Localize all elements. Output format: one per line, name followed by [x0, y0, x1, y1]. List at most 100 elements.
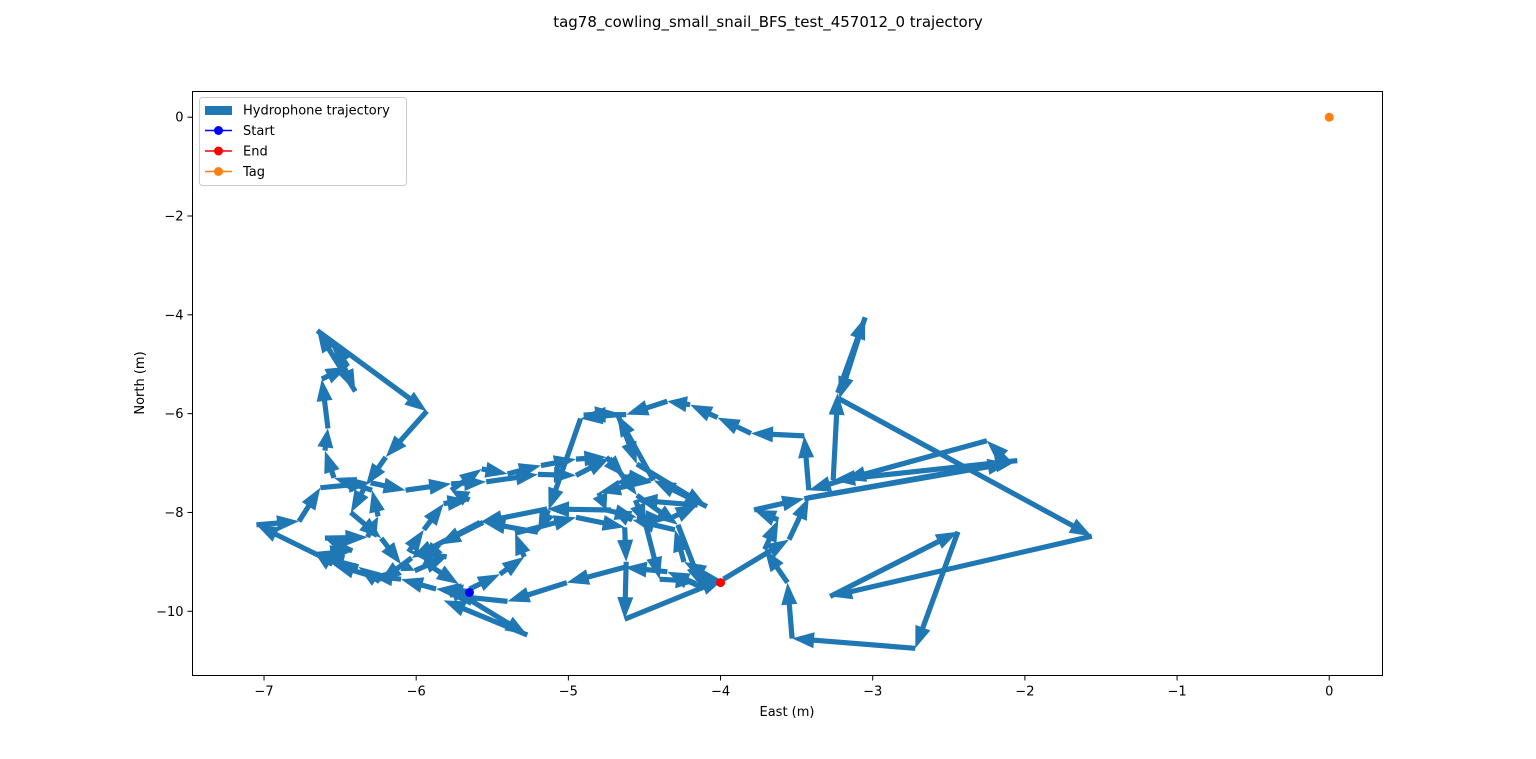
- trajectory-arrow: [370, 477, 406, 494]
- trajectory-arrow: [798, 435, 815, 491]
- x-tick-label: 0: [1325, 685, 1333, 700]
- legend-swatch-marker: [214, 167, 223, 176]
- trajectory-arrow: [515, 533, 531, 558]
- trajectory-arrow: [317, 330, 358, 393]
- trajectory-arrow: [401, 577, 437, 593]
- trajectory-arrow: [451, 490, 471, 506]
- trajectory-arrow: [753, 495, 805, 513]
- trajectory-arrow: [838, 316, 868, 399]
- trajectory-arrow: [828, 392, 845, 481]
- y-tick-label: −10: [156, 605, 183, 620]
- trajectory-arrow: [611, 510, 634, 526]
- trajectory-arrow: [632, 517, 676, 533]
- trajectory-arrow: [498, 556, 525, 577]
- trajectory-arrow: [667, 396, 691, 413]
- y-tick-label: −6: [164, 407, 183, 422]
- legend-frame: [199, 97, 407, 186]
- trajectory-arrow: [332, 563, 372, 579]
- trajectory-arrow: [537, 508, 555, 533]
- trajectory-arrow: [673, 529, 689, 563]
- trajectory-arrow: [399, 559, 415, 572]
- legend-label: Tag: [242, 165, 265, 180]
- trajectory-arrow: [717, 417, 753, 436]
- y-axis-label: North (m): [133, 351, 148, 414]
- x-tick-label: −6: [407, 685, 426, 700]
- trajectory-arrow: [592, 491, 608, 510]
- trajectory-arrow: [626, 398, 669, 416]
- trajectory-arrows: [256, 316, 1093, 651]
- trajectory-arrow: [986, 440, 1012, 465]
- x-tick-label: −5: [559, 685, 578, 700]
- trajectory-arrow: [690, 404, 719, 422]
- trajectory-arrow: [350, 484, 369, 513]
- trajectory-arrow: [803, 458, 1010, 502]
- y-tick-label: −4: [164, 308, 183, 323]
- trajectory-arrow: [764, 549, 790, 585]
- trajectory-arrow: [468, 574, 500, 592]
- trajectory-arrow: [483, 518, 539, 535]
- trajectory-arrow: [485, 469, 538, 486]
- trajectory-arrow: [537, 466, 576, 483]
- trajectory-arrow: [786, 497, 809, 541]
- x-axis-ticks: −7 −6 −5 −4 −3 −2 −1 0: [254, 675, 1333, 700]
- trajectory-arrow: [915, 530, 961, 649]
- trajectory-arrow: [320, 477, 371, 493]
- trajectory-arrow: [385, 409, 429, 458]
- trajectory-arrow: [443, 600, 529, 638]
- start-marker: [464, 587, 474, 597]
- legend: Hydrophone trajectory Start End Tag: [199, 97, 407, 186]
- trajectory-arrow: [623, 579, 724, 622]
- trajectory-arrow: [781, 582, 798, 639]
- trajectory-arrow: [422, 559, 459, 585]
- y-axis-ticks: 0 −2 −4 −6 −8 −10: [156, 111, 193, 620]
- trajectory-arrow: [566, 564, 626, 585]
- trajectory-arrow: [405, 478, 452, 495]
- legend-label: Hydrophone trajectory: [243, 104, 390, 119]
- trajectory-arrow: [369, 490, 385, 517]
- trajectory-arrow: [653, 480, 708, 509]
- trajectory-arrow: [675, 523, 703, 588]
- trajectory-arrow: [808, 476, 845, 492]
- x-tick-label: −2: [1015, 685, 1034, 700]
- trajectory-arrow: [349, 510, 382, 539]
- trajectory-arrow: [256, 515, 299, 532]
- x-tick-label: −1: [1167, 685, 1186, 700]
- trajectory-arrow: [317, 428, 334, 451]
- trajectory-arrow: [666, 505, 698, 523]
- trajectory-arrow: [828, 531, 958, 599]
- trajectory-arrow: [379, 555, 414, 582]
- trajectory-arrow: [722, 539, 789, 582]
- legend-label: End: [243, 145, 268, 160]
- x-tick-label: −7: [254, 685, 273, 700]
- trajectory-arrow: [548, 417, 583, 510]
- legend-swatch-marker: [214, 146, 223, 156]
- legend-label: Start: [243, 124, 275, 139]
- legend-swatch: [205, 106, 232, 115]
- trajectory-arrow: [507, 580, 568, 603]
- trajectory-arrow: [575, 514, 625, 531]
- trajectory-arrow: [575, 450, 607, 467]
- trajectory-arrow: [833, 458, 1018, 486]
- trajectory-arrow: [617, 414, 656, 482]
- trajectory-arrow: [451, 475, 487, 491]
- trajectory-arrow: [296, 487, 321, 523]
- trajectory-arrow: [607, 456, 637, 496]
- trajectory-arrow: [643, 525, 662, 580]
- trajectory-arrow: [617, 561, 634, 620]
- trajectory-arrow: [448, 586, 470, 603]
- trajectory-arrow: [454, 583, 464, 595]
- trajectory-arrow: [366, 455, 388, 486]
- trajectory-arrow: [667, 571, 704, 590]
- trajectory-arrow: [635, 493, 678, 525]
- trajectory-arrow: [324, 450, 340, 479]
- trajectory-arrow: [761, 519, 779, 551]
- trajectory-arrow: [321, 554, 359, 571]
- trajectory-arrow: [830, 533, 1093, 600]
- trajectory-arrow: [358, 566, 382, 586]
- plot-area: [192, 91, 1383, 676]
- y-tick-label: 0: [175, 111, 183, 126]
- x-axis-label: East (m): [760, 705, 815, 720]
- trajectory-arrow: [843, 438, 988, 482]
- trajectory-arrow: [421, 503, 444, 532]
- trajectory-arrow: [256, 524, 323, 560]
